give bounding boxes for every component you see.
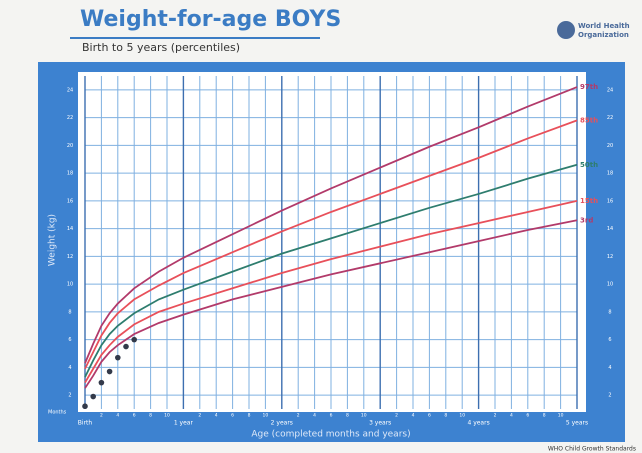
y-tick-label: 14: [607, 226, 613, 232]
data-point: [123, 343, 129, 350]
who-logo: [557, 21, 575, 39]
percentile-line: [84, 119, 578, 370]
x-tick-label: 6: [526, 413, 529, 419]
x-tick-label: 6: [330, 413, 333, 419]
data-point: [115, 354, 121, 361]
y-tick-label: 10: [67, 282, 73, 288]
organization: Organization: [578, 31, 629, 39]
y-tick-label: 18: [607, 171, 613, 177]
x-tick-label: 3 years: [369, 420, 391, 427]
x-tick-label: 6: [231, 413, 234, 419]
x-tick-label: 4: [116, 413, 119, 419]
x-tick-label: 4: [412, 413, 415, 419]
percentile-line: [84, 199, 578, 384]
x-tick-label: 4: [215, 413, 218, 419]
x-tick-label: 2: [297, 413, 300, 419]
x-tick-label: 2 years: [271, 420, 293, 427]
chart-subtitle: Birth to 5 years (percentiles): [82, 41, 240, 54]
y-tick-label: 16: [607, 198, 613, 204]
y-tick-label: 24: [607, 87, 613, 93]
y-tick-label: 12: [607, 254, 613, 260]
y-tick-label: 14: [67, 226, 73, 232]
data-point: [106, 368, 113, 375]
series-label: 85th: [580, 116, 598, 124]
series-label: 3rd: [580, 216, 593, 224]
y-tick-label: 6: [608, 337, 611, 343]
y-tick-label: 16: [67, 198, 73, 204]
y-tick-label: 8: [68, 309, 71, 315]
y-tick-label: 24: [67, 87, 73, 93]
x-tick-label: 1 year: [174, 420, 194, 427]
x-tick-label: 10: [558, 413, 564, 419]
y-tick-label: 20: [607, 143, 613, 149]
x-tick-label: 8: [543, 413, 546, 419]
x-tick-label: 10: [459, 413, 465, 419]
x-tick-label: 8: [444, 413, 447, 419]
y-tick-label: 12: [67, 254, 73, 260]
y-tick-label: 2: [608, 393, 611, 399]
chart-title: Weight-for-age BOYS: [80, 7, 341, 32]
data-point: [131, 336, 137, 343]
x-tick-label: 8: [248, 413, 251, 419]
percentile-line: [84, 86, 578, 364]
x-tick-label: 10: [263, 413, 269, 419]
y-tick-label: 4: [68, 365, 71, 371]
y-tick-label: 22: [67, 115, 73, 121]
y-tick-label: 4: [608, 365, 611, 371]
y-tick-label: 2: [68, 393, 71, 399]
x-tick-label: 2: [198, 413, 201, 419]
x-tick-label: 4 years: [467, 420, 489, 427]
y-tick-label: 22: [607, 115, 613, 121]
x-tick-label: 6: [428, 413, 431, 419]
x-tick-label: 2: [395, 413, 398, 419]
x-tick-label: 10: [361, 413, 367, 419]
percentile-line: [84, 163, 578, 378]
y-tick-label: 8: [608, 309, 611, 315]
plot-area: [78, 72, 586, 412]
x-tick-label: 5 years: [566, 420, 588, 427]
x-tick-label: 6: [133, 413, 136, 419]
x-unit-label: Months: [48, 410, 67, 416]
x-axis-title: Age (completed months and years): [251, 430, 410, 440]
data-point: [82, 403, 88, 410]
footer: WHO Child Growth Standards: [548, 446, 636, 453]
series-label: 97th: [580, 83, 598, 91]
series-label: 50th: [580, 161, 598, 169]
y-tick-label: 6: [68, 337, 71, 343]
y-axis-title: Weight (kg): [48, 214, 58, 266]
x-tick-label: 2: [100, 413, 103, 419]
x-tick-label: 8: [346, 413, 349, 419]
x-tick-label: 2: [494, 413, 497, 419]
data-point: [98, 379, 105, 386]
x-tick-label: 4: [313, 413, 316, 419]
y-tick-label: 10: [607, 282, 613, 288]
x-tick-label: 4: [510, 413, 513, 419]
x-tick-label: 10: [164, 413, 170, 419]
y-tick-label: 18: [67, 171, 73, 177]
percentile-line: [84, 219, 578, 389]
x-tick-label: Birth: [78, 420, 93, 427]
data-point: [90, 393, 96, 400]
x-tick-label: 8: [149, 413, 152, 419]
y-tick-label: 20: [67, 143, 73, 149]
organization: World Health: [578, 22, 630, 30]
series-label: 15th: [580, 197, 598, 205]
